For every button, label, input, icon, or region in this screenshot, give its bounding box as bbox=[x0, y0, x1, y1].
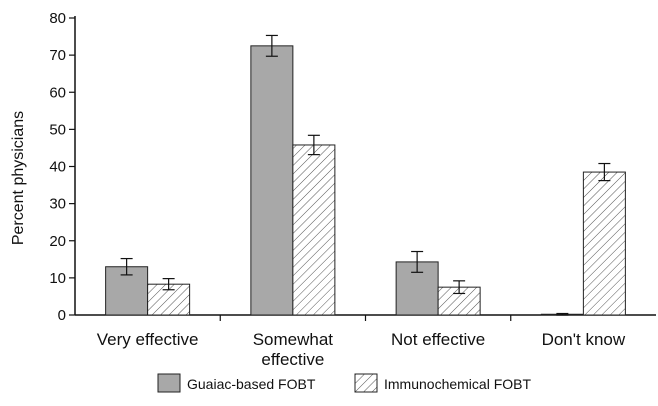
category-label-line: Very effective bbox=[97, 330, 199, 349]
category-label: Somewhat effective bbox=[253, 330, 334, 369]
bar bbox=[292, 144, 336, 316]
legend-label: Guaiac-based FOBT bbox=[187, 376, 316, 392]
category-label: Very effective bbox=[97, 330, 199, 349]
y-tick-label: 70 bbox=[49, 47, 66, 64]
category-label-line: Somewhat bbox=[253, 330, 334, 349]
bar bbox=[395, 261, 439, 316]
y-tick-label: 40 bbox=[49, 159, 66, 176]
bar bbox=[250, 45, 294, 316]
category-label-line: Not effective bbox=[391, 330, 485, 349]
y-tick-label: 20 bbox=[49, 233, 66, 250]
bar bbox=[582, 171, 626, 316]
legend-swatch bbox=[354, 373, 378, 393]
legend: Guaiac-based FOBT Immunochemical FOBT bbox=[157, 373, 531, 393]
category-label-line: effective bbox=[261, 350, 324, 369]
y-tick-label: 10 bbox=[49, 270, 66, 287]
y-tick-label: 80 bbox=[49, 10, 66, 27]
y-axis-title: Percent physicians bbox=[10, 111, 27, 245]
y-tick-label: 50 bbox=[49, 121, 66, 138]
legend-label: Immunochemical FOBT bbox=[384, 376, 531, 392]
y-tick-label: 30 bbox=[49, 196, 66, 213]
y-tick-label: 60 bbox=[49, 84, 66, 101]
category-label: Not effective bbox=[391, 330, 485, 349]
plot-area: 0 10 20 30 40 50 60 70 80 Very effective Somewhat e… bbox=[49, 10, 656, 369]
category-label-line: Don't know bbox=[542, 330, 626, 349]
y-tick-label: 0 bbox=[58, 307, 66, 324]
legend-swatch bbox=[157, 373, 181, 393]
category-label: Don't know bbox=[542, 330, 626, 349]
